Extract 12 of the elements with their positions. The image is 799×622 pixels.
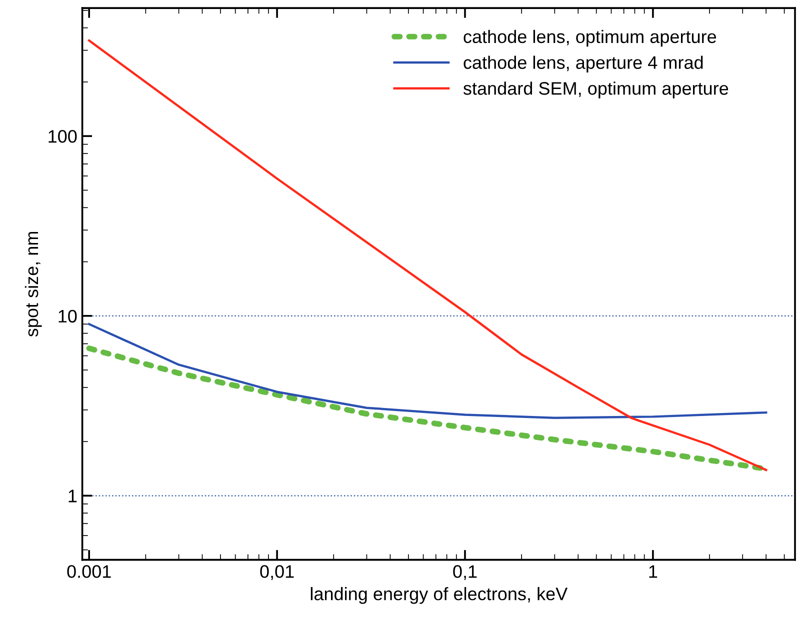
x-tick-label: 0,01 <box>260 565 294 580</box>
x-tick-label: 0,1 <box>453 565 477 580</box>
y-tick-label: 100 <box>48 130 77 143</box>
legend-label: cathode lens, aperture 4 mrad <box>464 56 703 73</box>
y-axis-title: spot size, nm <box>24 232 42 337</box>
x-tick-label: 0.001 <box>67 565 111 578</box>
y-tick-label: 10 <box>58 310 77 323</box>
y-tick-label: 1 <box>68 490 77 502</box>
x-tick-label: 1 <box>649 565 658 578</box>
x-axis-title: landing energy of electrons, keV <box>310 587 568 604</box>
legend-label: standard SEM, optimum aperture <box>463 82 728 98</box>
legend-label: cathode lens, optimum aperture <box>464 30 716 47</box>
